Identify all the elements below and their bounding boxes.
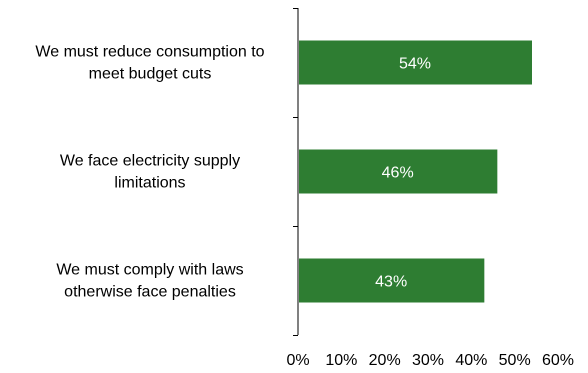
x-tick-label: 60% [542,352,574,369]
category-label: otherwise face penalties [64,284,236,301]
x-tick-label: 30% [412,352,444,369]
bar [299,149,498,194]
bar [299,258,485,303]
category-label: We must comply with laws [56,262,243,279]
data-label: 54% [399,56,431,73]
category-label: limitations [114,175,185,192]
bar [299,40,532,85]
data-label: 46% [382,165,414,182]
x-tick-label: 0% [286,352,309,369]
x-tick-label: 50% [499,352,531,369]
category-label: meet budget cuts [89,66,212,83]
category-label: We face electricity supply [60,153,240,170]
category-label: We must reduce consumption to [35,44,264,61]
x-tick-label: 10% [325,352,357,369]
x-tick-label: 20% [369,352,401,369]
data-label: 43% [375,274,407,291]
x-tick-label: 40% [455,352,487,369]
